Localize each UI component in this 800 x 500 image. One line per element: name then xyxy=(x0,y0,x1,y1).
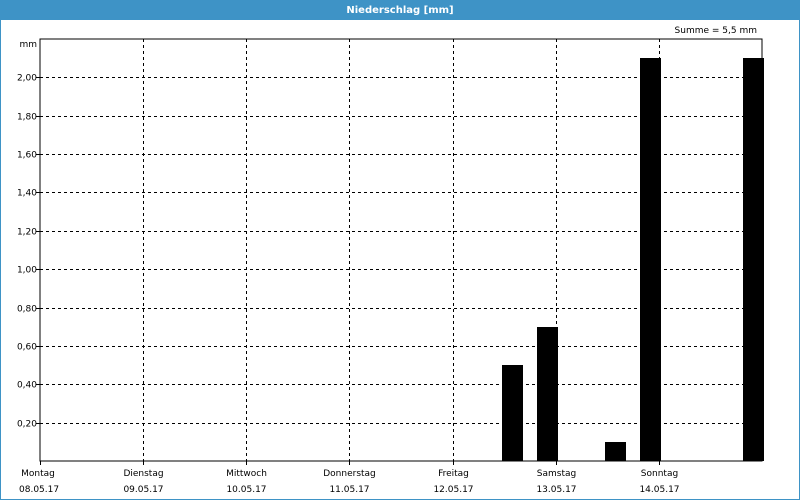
x-tick-weekday: Freitag xyxy=(438,469,469,479)
y-tick-label: 1,60 xyxy=(17,151,37,161)
y-tick-label: 1,20 xyxy=(17,228,37,238)
y-tick-label: 2,00 xyxy=(17,74,37,84)
x-tick-date: 09.05.17 xyxy=(123,485,163,495)
chart-title: Niederschlag [mm] xyxy=(1,1,799,20)
x-tick-date: 12.05.17 xyxy=(433,485,473,495)
y-tick-label: 0,40 xyxy=(17,381,37,391)
bar xyxy=(605,442,626,461)
y-tick-label: 0,60 xyxy=(17,343,37,353)
y-tick-label: 0,80 xyxy=(17,305,37,315)
bar xyxy=(743,58,764,461)
x-tick-weekday: Sonntag xyxy=(641,469,678,479)
bar xyxy=(502,365,523,461)
y-tick-label: 1,00 xyxy=(17,266,37,276)
x-tick-weekday: Donnerstag xyxy=(323,469,376,479)
x-tick-date: 13.05.17 xyxy=(536,485,576,495)
y-tick-label: 1,80 xyxy=(17,113,37,123)
x-tick-weekday: Samstag xyxy=(537,469,576,479)
x-tick-date: 08.05.17 xyxy=(19,485,59,495)
bar xyxy=(537,327,558,461)
bar xyxy=(640,58,661,461)
x-tick-date: 10.05.17 xyxy=(226,485,266,495)
y-axis-unit: mm xyxy=(19,40,37,50)
x-tick-weekday: Montag xyxy=(21,469,55,479)
sum-label: Summe = 5,5 mm xyxy=(674,26,757,36)
x-tick-weekday: Dienstag xyxy=(123,469,163,479)
x-tick-date: 14.05.17 xyxy=(639,485,679,495)
y-tick-label: 0,20 xyxy=(17,420,37,430)
x-tick-weekday: Mittwoch xyxy=(226,469,267,479)
y-tick-label: 1,40 xyxy=(17,189,37,199)
x-tick-date: 11.05.17 xyxy=(329,485,369,495)
